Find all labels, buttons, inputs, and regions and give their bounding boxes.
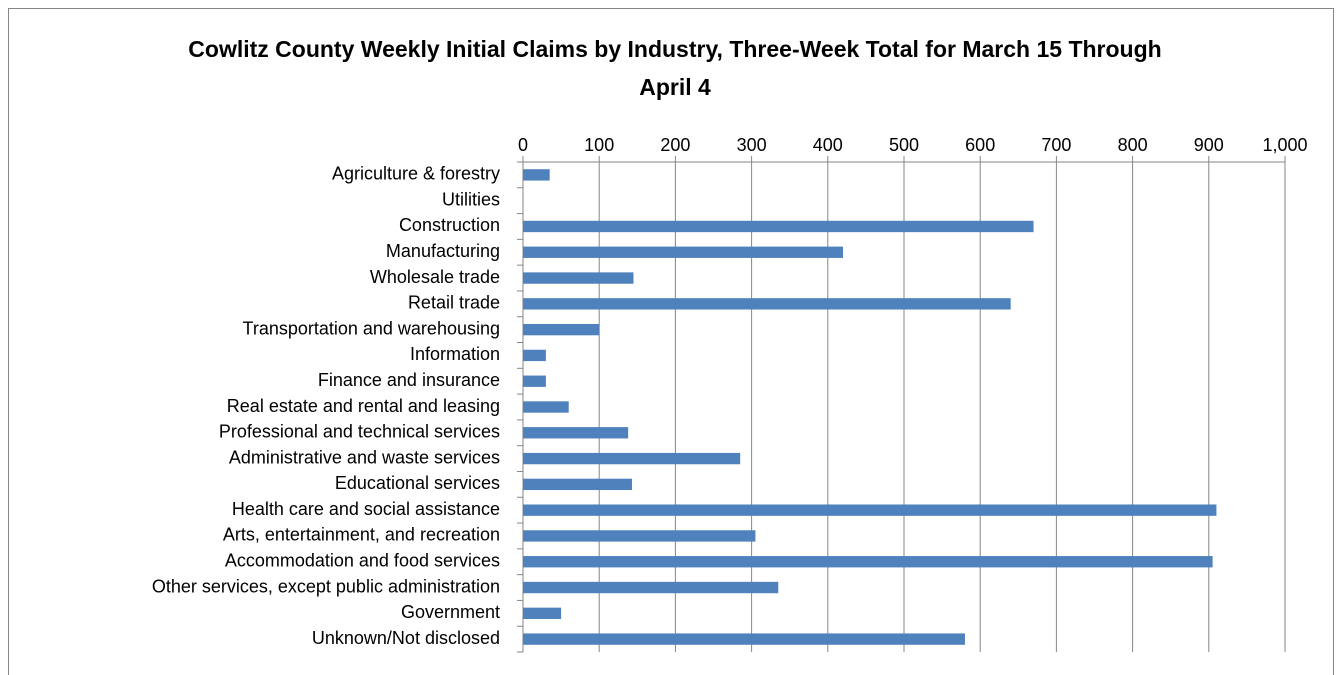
y-tick-label: Professional and technical services — [219, 422, 500, 442]
y-tick-label: Finance and insurance — [318, 370, 500, 390]
bar — [523, 556, 1213, 568]
chart-frame — [8, 8, 1334, 675]
x-tick-label: 900 — [1194, 135, 1224, 155]
x-tick-label: 1,000 — [1262, 135, 1307, 155]
bar — [523, 607, 562, 619]
y-tick-label: Unknown/Not disclosed — [312, 628, 500, 648]
y-tick-label: Retail trade — [408, 293, 500, 313]
bar — [523, 504, 1217, 516]
y-tick-label: Manufacturing — [386, 241, 500, 261]
y-tick-label: Government — [401, 602, 500, 622]
x-tick-label: 600 — [965, 135, 995, 155]
x-tick-label: 400 — [813, 135, 843, 155]
x-tick-label: 100 — [584, 135, 614, 155]
bar — [523, 220, 1034, 233]
y-tick-label: Transportation and warehousing — [243, 318, 501, 338]
bar — [523, 581, 779, 594]
bar — [523, 272, 634, 284]
x-tick-label: 800 — [1118, 135, 1148, 155]
bar — [523, 246, 844, 258]
bar — [523, 452, 741, 465]
bar — [523, 401, 569, 413]
bar — [523, 530, 756, 542]
y-tick-label: Educational services — [335, 473, 500, 493]
chart-title: Cowlitz County Weekly Initial Claims by … — [188, 36, 1162, 100]
bar — [523, 349, 546, 362]
y-tick-label: Accommodation and food services — [225, 550, 500, 570]
y-tick-label: Wholesale trade — [370, 267, 500, 287]
bar — [523, 323, 600, 336]
bar — [523, 633, 965, 645]
x-tick-label: 200 — [660, 135, 690, 155]
bar — [523, 478, 632, 491]
y-tick-label: Arts, entertainment, and recreation — [223, 525, 500, 545]
y-tick-label: Agriculture & forestry — [332, 164, 500, 184]
bar — [523, 169, 550, 181]
y-tick-label: Utilities — [442, 189, 500, 209]
x-tick-label: 700 — [1041, 135, 1071, 155]
bar — [523, 375, 546, 387]
y-tick-label: Real estate and rental and leasing — [227, 396, 500, 416]
x-tick-label: 500 — [889, 135, 919, 155]
bar — [523, 427, 629, 439]
y-tick-label: Administrative and waste services — [229, 447, 500, 467]
y-tick-label: Health care and social assistance — [232, 499, 500, 519]
y-tick-label: Information — [410, 344, 500, 364]
x-tick-label: 300 — [737, 135, 767, 155]
x-tick-label: 0 — [518, 135, 528, 155]
y-tick-label: Other services, except public administra… — [152, 576, 500, 596]
bar — [523, 298, 1011, 310]
y-tick-label: Construction — [399, 215, 500, 235]
